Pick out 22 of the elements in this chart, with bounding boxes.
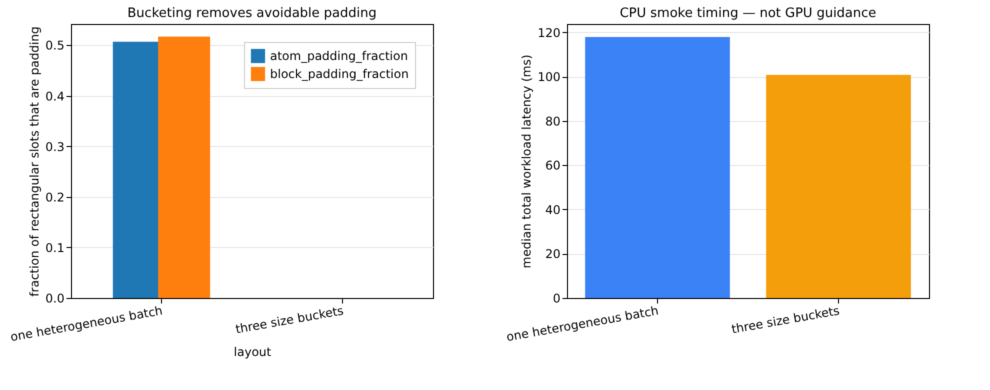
legend-label: atom_padding_fraction	[270, 49, 408, 63]
y-tick-label: 0.2	[45, 190, 64, 204]
y-tick-label: 0.5	[45, 38, 64, 53]
chart-title: CPU smoke timing — not GPU guidance	[620, 6, 876, 21]
y-tick-label: 0.0	[45, 292, 64, 306]
y-tick-label: 120	[538, 26, 560, 40]
x-tick-label: three size buckets	[730, 304, 841, 336]
y-tick-label: 80	[545, 114, 560, 128]
legend-label: block_padding_fraction	[270, 67, 409, 81]
x-axis-title: layout	[234, 345, 272, 360]
chart-title: Bucketing removes avoidable padding	[127, 6, 377, 21]
y-axis-title: fraction of rectangular slots that are padding	[27, 26, 42, 297]
y-tick-label: 0.3	[45, 140, 64, 154]
y-tick-label: 0.4	[45, 89, 64, 104]
y-axis-title: median total workload latency (ms)	[520, 54, 534, 268]
y-tick-label: 20	[545, 247, 560, 262]
y-tick-label: 0.1	[45, 240, 64, 255]
y-tick-label: 60	[545, 158, 560, 173]
y-tick-label: 100	[538, 70, 560, 84]
x-tick-label: three size buckets	[234, 304, 345, 336]
y-tick-label: 40	[545, 202, 560, 217]
y-tick-label: 0	[552, 292, 560, 306]
